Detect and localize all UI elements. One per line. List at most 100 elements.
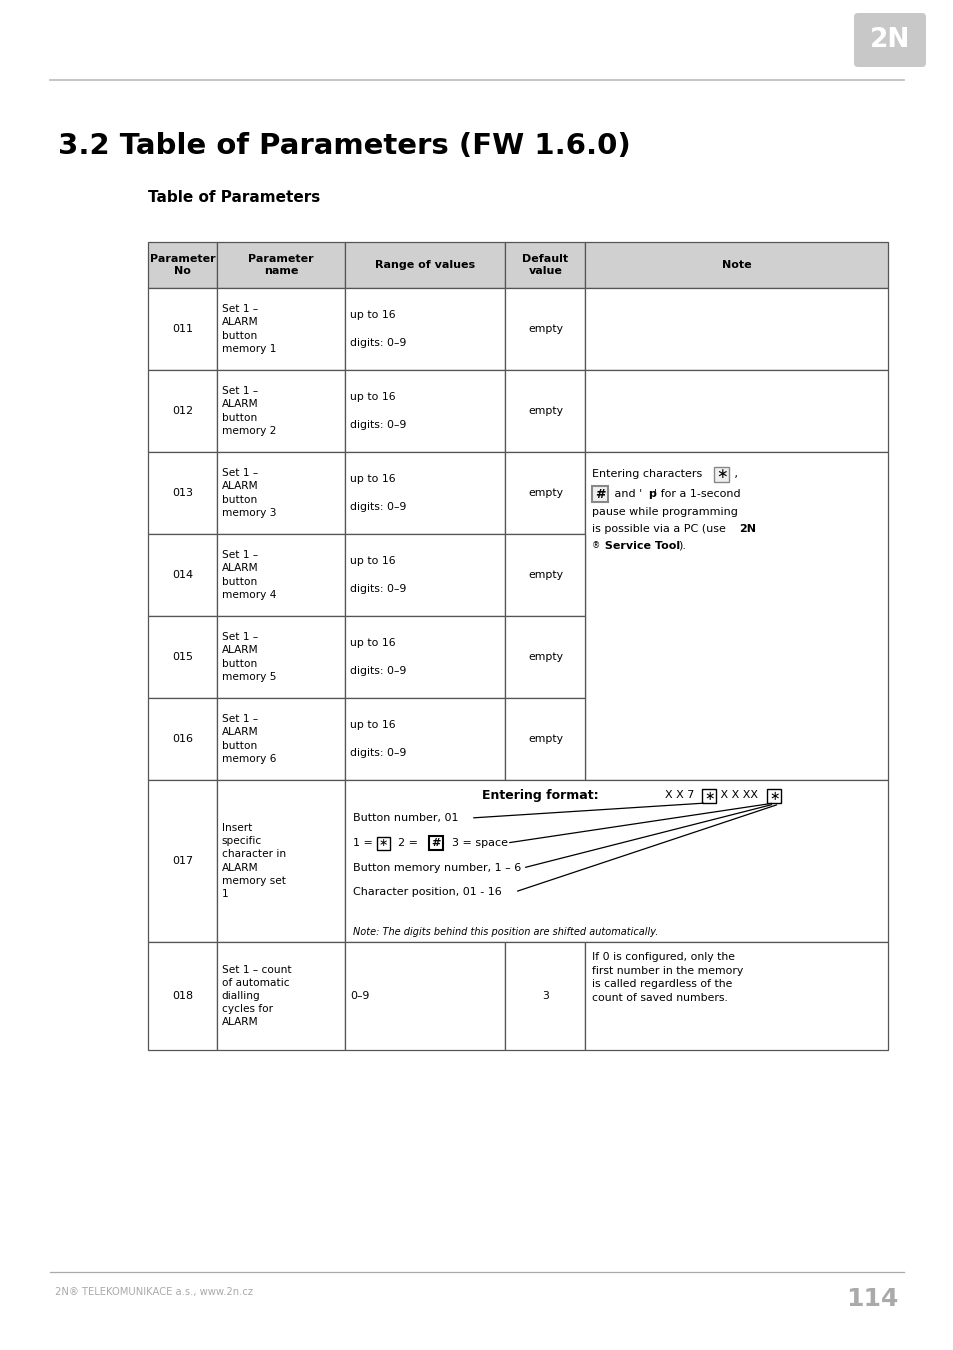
Bar	[344, 370, 505, 452]
Text: up to 16

digits: 0–9: up to 16 digits: 0–9	[350, 474, 406, 512]
Text: Set 1 –
ALARM
button
memory 6: Set 1 – ALARM button memory 6	[222, 714, 276, 764]
Bar	[344, 780, 887, 942]
Text: 012: 012	[172, 406, 193, 416]
Text: up to 16

digits: 0–9: up to 16 digits: 0–9	[350, 392, 406, 431]
Text: and ': and '	[611, 489, 642, 500]
FancyBboxPatch shape	[853, 14, 925, 68]
Bar	[148, 616, 216, 698]
Text: 016: 016	[172, 734, 193, 744]
Bar	[505, 942, 585, 1050]
Text: Set 1 –
ALARM
button
memory 4: Set 1 – ALARM button memory 4	[222, 551, 276, 599]
Text: 017: 017	[172, 856, 193, 865]
Text: ∗: ∗	[703, 790, 714, 802]
Text: Button memory number, 1 – 6: Button memory number, 1 – 6	[353, 863, 520, 873]
Text: Set 1 – count
of automatic
dialling
cycles for
ALARM: Set 1 – count of automatic dialling cycl…	[222, 965, 291, 1027]
Text: empty: empty	[527, 734, 562, 744]
Bar	[592, 486, 608, 502]
Bar	[766, 788, 781, 803]
Text: 011: 011	[172, 324, 193, 333]
Text: ' for a 1-second: ' for a 1-second	[654, 489, 740, 500]
Bar	[216, 452, 344, 535]
Text: p: p	[648, 489, 656, 500]
Bar	[344, 535, 505, 616]
Text: up to 16

digits: 0–9: up to 16 digits: 0–9	[350, 720, 406, 757]
Text: is possible via a PC (use: is possible via a PC (use	[592, 524, 729, 535]
Bar	[376, 837, 390, 850]
Bar	[148, 288, 216, 370]
Bar	[216, 780, 344, 942]
Text: 014: 014	[172, 570, 193, 580]
Bar	[216, 370, 344, 452]
Bar	[216, 698, 344, 780]
Bar	[216, 288, 344, 370]
Text: ®: ®	[592, 541, 600, 551]
Text: Note: The digits behind this position are shifted automatically.: Note: The digits behind this position ar…	[353, 927, 658, 937]
Bar	[344, 616, 505, 698]
Text: 018: 018	[172, 991, 193, 1000]
Text: empty: empty	[527, 487, 562, 498]
Bar	[585, 452, 887, 780]
Text: 1 =: 1 =	[353, 838, 375, 848]
Text: Set 1 –
ALARM
button
memory 1: Set 1 – ALARM button memory 1	[222, 304, 276, 354]
Text: ).: ).	[678, 541, 685, 551]
Text: 0–9: 0–9	[350, 991, 369, 1000]
Text: Set 1 –
ALARM
button
memory 5: Set 1 – ALARM button memory 5	[222, 632, 276, 682]
Text: 3 = space: 3 = space	[444, 838, 507, 848]
Text: #: #	[595, 487, 605, 501]
Bar	[216, 942, 344, 1050]
Text: Parameter
No: Parameter No	[150, 254, 215, 275]
Text: Entering format:: Entering format:	[481, 788, 598, 802]
Bar	[505, 288, 585, 370]
Bar	[585, 942, 887, 1050]
Bar	[344, 698, 505, 780]
Text: Character position, 01 - 16: Character position, 01 - 16	[353, 887, 501, 896]
Text: Default
value: Default value	[522, 254, 568, 275]
Text: 015: 015	[172, 652, 193, 662]
Bar	[344, 242, 505, 288]
Text: Table of Parameters: Table of Parameters	[148, 190, 320, 205]
Text: If 0 is configured, only the
first number in the memory
is called regardless of : If 0 is configured, only the first numbe…	[592, 952, 742, 1003]
Text: Insert
specific
character in
ALARM
memory set
1: Insert specific character in ALARM memor…	[222, 824, 286, 899]
Bar	[505, 242, 585, 288]
Bar	[344, 452, 505, 535]
Text: Set 1 –
ALARM
button
memory 3: Set 1 – ALARM button memory 3	[222, 468, 276, 518]
Bar	[148, 698, 216, 780]
Text: up to 16

digits: 0–9: up to 16 digits: 0–9	[350, 639, 406, 676]
Bar	[701, 788, 716, 803]
Text: empty: empty	[527, 570, 562, 580]
Text: 2N: 2N	[869, 27, 909, 53]
Text: Service Tool: Service Tool	[600, 541, 679, 551]
Bar	[148, 535, 216, 616]
Bar	[505, 616, 585, 698]
Text: 3: 3	[541, 991, 548, 1000]
Text: empty: empty	[527, 406, 562, 416]
Bar	[216, 242, 344, 288]
Text: 114: 114	[845, 1287, 898, 1311]
Text: 2 =: 2 =	[391, 838, 421, 848]
Text: 013: 013	[172, 487, 193, 498]
Bar	[148, 780, 216, 942]
Text: Set 1 –
ALARM
button
memory 2: Set 1 – ALARM button memory 2	[222, 386, 276, 436]
Bar	[505, 370, 585, 452]
Text: Entering characters: Entering characters	[592, 468, 701, 479]
Text: up to 16

digits: 0–9: up to 16 digits: 0–9	[350, 310, 406, 348]
Bar	[429, 836, 442, 850]
Bar	[148, 242, 216, 288]
Text: ∗: ∗	[378, 838, 388, 849]
Text: ,: ,	[731, 468, 738, 479]
Bar	[505, 452, 585, 535]
Bar	[148, 942, 216, 1050]
Bar	[585, 242, 887, 288]
Bar	[585, 370, 887, 452]
Text: 2N® TELEKOMUNIKACE a.s., www.2n.cz: 2N® TELEKOMUNIKACE a.s., www.2n.cz	[55, 1287, 253, 1297]
Bar	[216, 535, 344, 616]
Bar	[714, 467, 729, 482]
Text: Note: Note	[721, 261, 751, 270]
Bar	[505, 698, 585, 780]
Text: up to 16

digits: 0–9: up to 16 digits: 0–9	[350, 556, 406, 594]
Bar	[148, 452, 216, 535]
Text: #: #	[431, 838, 440, 848]
Text: pause while programming: pause while programming	[592, 508, 738, 517]
Text: Range of values: Range of values	[375, 261, 475, 270]
Bar	[344, 288, 505, 370]
